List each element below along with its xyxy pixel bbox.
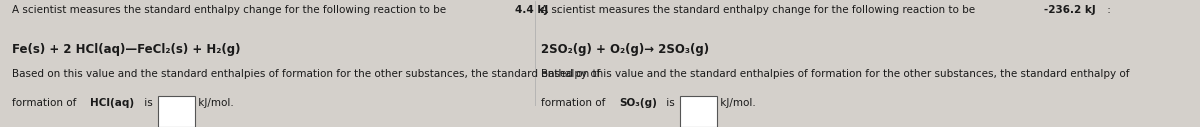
Text: :: : [1104,5,1110,14]
FancyBboxPatch shape [679,96,718,127]
Text: 2SO₂(g) + O₂(g)→ 2SO₃(g): 2SO₂(g) + O₂(g)→ 2SO₃(g) [541,43,709,56]
Text: HCl(aq): HCl(aq) [90,98,134,108]
Text: is: is [662,98,678,108]
Text: Fe(s) + 2 HCl(aq)—FeCl₂(s) + H₂(g): Fe(s) + 2 HCl(aq)—FeCl₂(s) + H₂(g) [12,43,240,56]
Text: A scientist measures the standard enthalpy change for the following reaction to : A scientist measures the standard enthal… [12,5,450,14]
Text: kJ/mol.: kJ/mol. [196,98,234,108]
FancyBboxPatch shape [157,96,196,127]
Text: Based on this value and the standard enthalpies of formation for the other subst: Based on this value and the standard ent… [541,69,1129,79]
Text: A scientist measures the standard enthalpy change for the following reaction to : A scientist measures the standard enthal… [541,5,979,14]
Text: is: is [140,98,156,108]
Text: :: : [553,5,560,14]
Text: SO₃(g): SO₃(g) [619,98,656,108]
Text: formation of: formation of [12,98,79,108]
Text: 4.4 kJ: 4.4 kJ [515,5,548,14]
Text: -236.2 kJ: -236.2 kJ [1044,5,1096,14]
Text: formation of: formation of [541,98,608,108]
Text: kJ/mol.: kJ/mol. [718,98,756,108]
Text: Based on this value and the standard enthalpies of formation for the other subst: Based on this value and the standard ent… [12,69,600,79]
